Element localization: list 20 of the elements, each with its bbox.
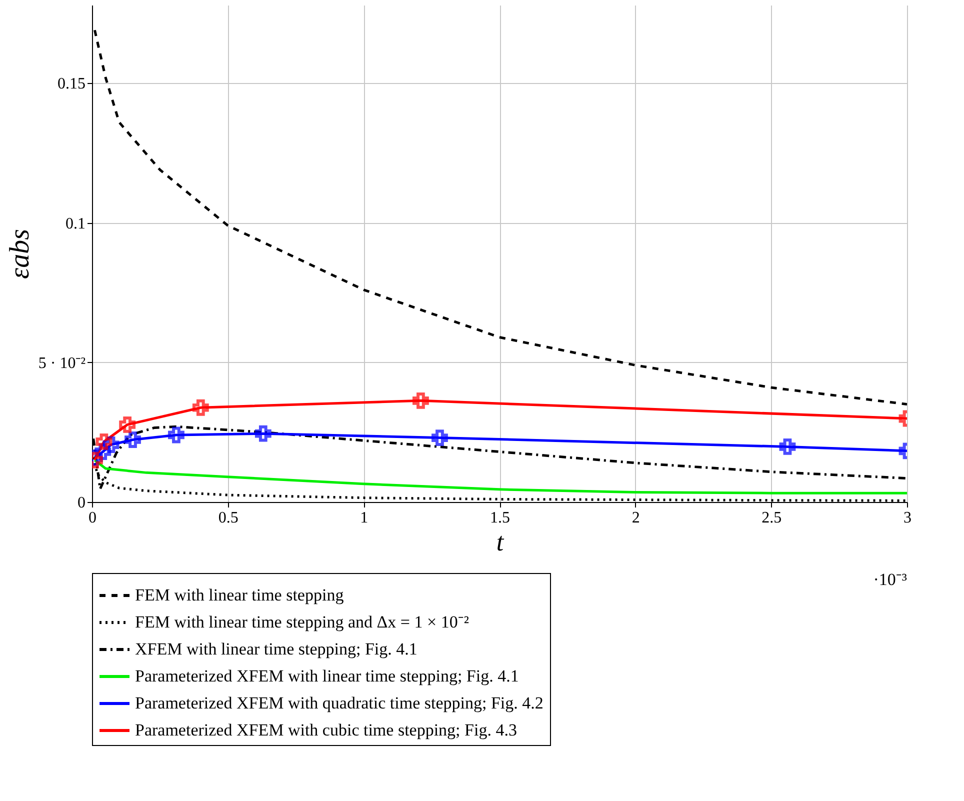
legend-label: FEM with linear time stepping and Δx = 1 × 10⁻² bbox=[135, 612, 469, 632]
y-tick-label: 0 bbox=[78, 494, 86, 512]
legend-label: Parameterized XFEM with linear time stepping; Fig. 4.1 bbox=[135, 666, 519, 686]
y-tick-label: 0.15 bbox=[58, 76, 86, 93]
y-axis-title: εabs bbox=[4, 228, 36, 279]
y-tick-label: 5 · 10⁻² bbox=[38, 354, 86, 372]
x-tick-label: 2 bbox=[632, 510, 640, 526]
legend-label: XFEM with linear time stepping; Fig. 4.1 bbox=[135, 640, 418, 658]
x-tick-label: 0 bbox=[88, 510, 96, 526]
legend-label: FEM with linear time stepping bbox=[135, 586, 344, 604]
x-tick-label: 0.5 bbox=[218, 510, 238, 526]
x-tick-label: 2.5 bbox=[762, 510, 782, 526]
y-tick-label: 0.1 bbox=[66, 215, 86, 232]
x-tick-label: 1.5 bbox=[490, 510, 510, 526]
x-axis-title: t bbox=[496, 528, 504, 556]
x-tick-label: 1 bbox=[360, 510, 368, 526]
x-tick-label: 3 bbox=[904, 510, 912, 526]
text: ·10⁻³ bbox=[873, 570, 907, 589]
legend-label: Parameterized XFEM with cubic time stepping; Fig. 4.3 bbox=[135, 720, 517, 740]
legend-label: Parameterized XFEM with quadratic time stepping; Fig. 4.2 bbox=[135, 694, 544, 712]
